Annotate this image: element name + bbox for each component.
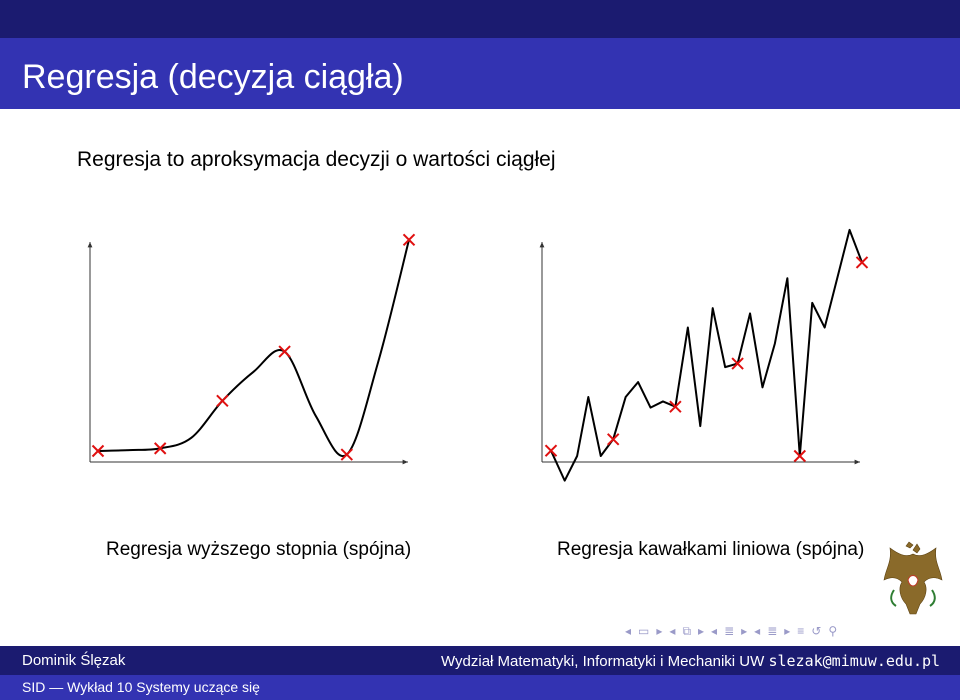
footer-institution-line: Wydział Matematyki, Informatyki i Mechan…: [441, 652, 940, 670]
frame-icon[interactable]: ▭: [638, 624, 650, 638]
next-subsection-icon[interactable]: ▸: [698, 624, 705, 638]
top-bar: [0, 0, 960, 38]
chart-polynomial-regression: [87, 233, 416, 465]
footer-course: SID — Wykład 10 Systemy uczące się: [22, 679, 260, 695]
title-bar: [0, 38, 960, 109]
slide-title: Regresja (decyzja ciągła): [22, 58, 404, 96]
next-frame-icon[interactable]: ▸: [656, 624, 663, 638]
prev-subsection-icon[interactable]: ◂: [669, 624, 676, 638]
data-point-marker: [278, 345, 291, 358]
data-point-marker: [606, 433, 620, 446]
data-point-marker: [153, 442, 167, 455]
data-point-marker: [216, 394, 229, 408]
prev-frame-icon[interactable]: ◂: [625, 624, 632, 638]
footer-institution: Wydział Matematyki, Informatyki i Mechan…: [441, 653, 765, 670]
chart-piecewise-linear-regression: [539, 228, 869, 482]
next-slide-icon[interactable]: ▸: [784, 624, 791, 638]
back-icon[interactable]: ↺: [811, 624, 822, 638]
prev-section-icon[interactable]: ◂: [711, 624, 718, 638]
slide-icon[interactable]: ≣: [767, 624, 778, 638]
document-icon[interactable]: ≡: [797, 624, 805, 638]
prev-slide-icon[interactable]: ◂: [754, 624, 761, 638]
footer-author: Dominik Ślęzak: [22, 652, 126, 669]
university-eagle-logo: [883, 541, 943, 615]
data-point-marker: [793, 449, 807, 463]
footer-author-bar: Dominik Ślęzak Wydział Matematyki, Infor…: [0, 646, 960, 675]
footer-course-bar: SID — Wykład 10 Systemy uczące się: [0, 675, 960, 700]
data-point-marker: [669, 400, 682, 413]
search-icon[interactable]: ⚲: [828, 624, 838, 638]
regression-curve: [550, 228, 863, 482]
data-point-marker: [91, 444, 105, 458]
data-point-marker: [402, 233, 416, 247]
caption-piecewise: Regresja kawałkami liniowa (spójna): [557, 539, 865, 560]
caption-polynomial: Regresja wyższego stopnia (spójna): [106, 539, 412, 560]
next-section-icon[interactable]: ▸: [741, 624, 748, 638]
section-icon[interactable]: ≣: [724, 624, 735, 638]
data-point-marker: [855, 256, 869, 269]
data-point-marker: [731, 357, 744, 370]
beamer-navigation: ◂ ▭ ▸ ◂ ⧉ ▸ ◂ ≣ ▸ ◂ ≣ ▸ ≡ ↺ ⚲: [625, 622, 837, 640]
data-point-marker: [340, 448, 354, 461]
footer-email[interactable]: slezak@mimuw.edu.pl: [768, 652, 941, 670]
subsection-icon[interactable]: ⧉: [682, 623, 692, 638]
data-point-marker: [544, 444, 558, 457]
intro-text: Regresja to aproksymacja decyzji o warto…: [77, 148, 556, 171]
regression-curve: [97, 239, 410, 458]
